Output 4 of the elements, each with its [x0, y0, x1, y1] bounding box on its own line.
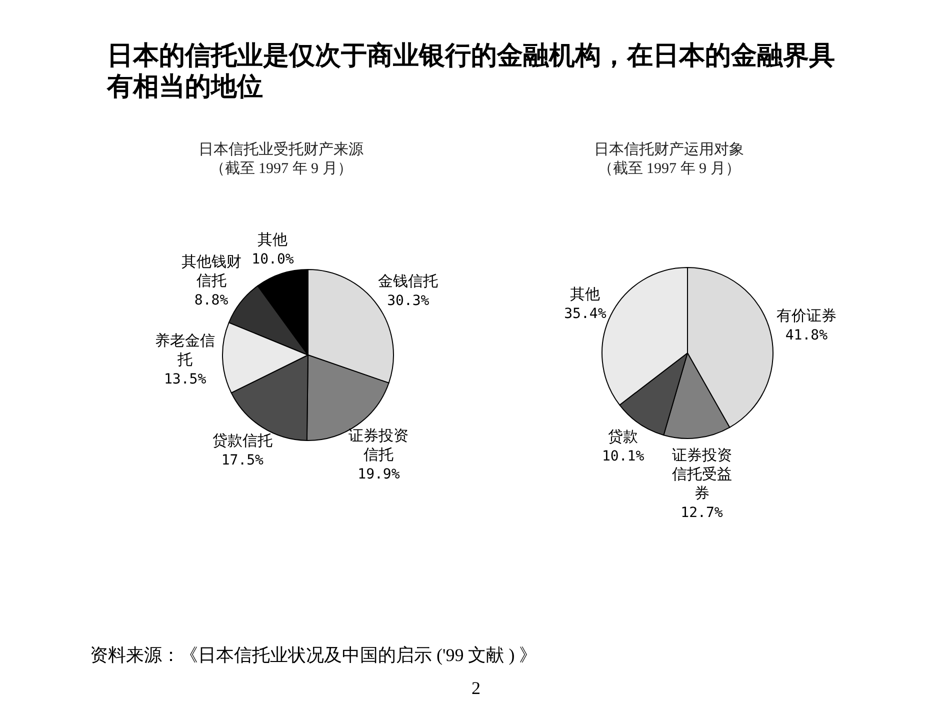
- title: 日本信托财产运用对象: [594, 142, 744, 158]
- subtitle: （截至 1997 年 9 月）: [598, 161, 740, 177]
- title: 日本信托业受托财产来源: [198, 142, 364, 158]
- subtitle: （截至 1997 年 9 月）: [210, 161, 352, 177]
